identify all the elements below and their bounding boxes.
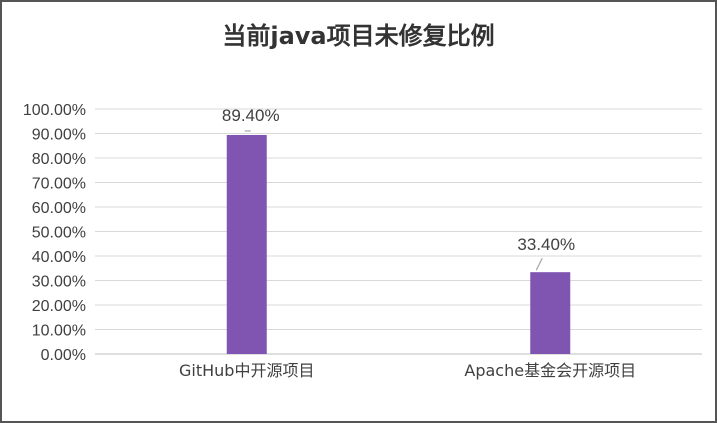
bars (226, 134, 571, 354)
leader-line (535, 257, 543, 271)
y-tick-label: 50.00% (32, 225, 86, 242)
y-tick-label: 100.00% (23, 102, 86, 119)
chart-title: 当前java项目未修复比例 (222, 22, 495, 50)
y-tick-label: 20.00% (32, 298, 86, 315)
data-labels: 89.40% 33.40% (222, 106, 575, 254)
data-label: 33.40% (517, 235, 575, 254)
y-axis-tick-labels: 0.00% 10.00% 20.00% 30.00% 40.00% 50.00% 60.00… (23, 102, 86, 364)
gridlines (95, 108, 702, 355)
y-tick-label: 70.00% (32, 176, 86, 193)
bar (226, 134, 267, 354)
y-tick-label: 80.00% (32, 151, 86, 168)
x-axis-category-labels: GitHub中开源项目 Apache基金会开源项目 (179, 361, 636, 380)
y-tick-label: 30.00% (32, 274, 86, 291)
x-category-label: GitHub中开源项目 (179, 361, 314, 380)
x-category-label: Apache基金会开源项目 (464, 361, 636, 380)
data-label-leaders (244, 130, 543, 271)
data-label: 89.40% (222, 106, 280, 125)
y-tick-label: 90.00% (32, 127, 86, 144)
y-tick-label: 60.00% (32, 200, 86, 217)
y-tick-label: 0.00% (41, 347, 86, 364)
y-tick-label: 10.00% (32, 323, 86, 340)
y-tick-label: 40.00% (32, 249, 86, 266)
bar (530, 272, 571, 354)
